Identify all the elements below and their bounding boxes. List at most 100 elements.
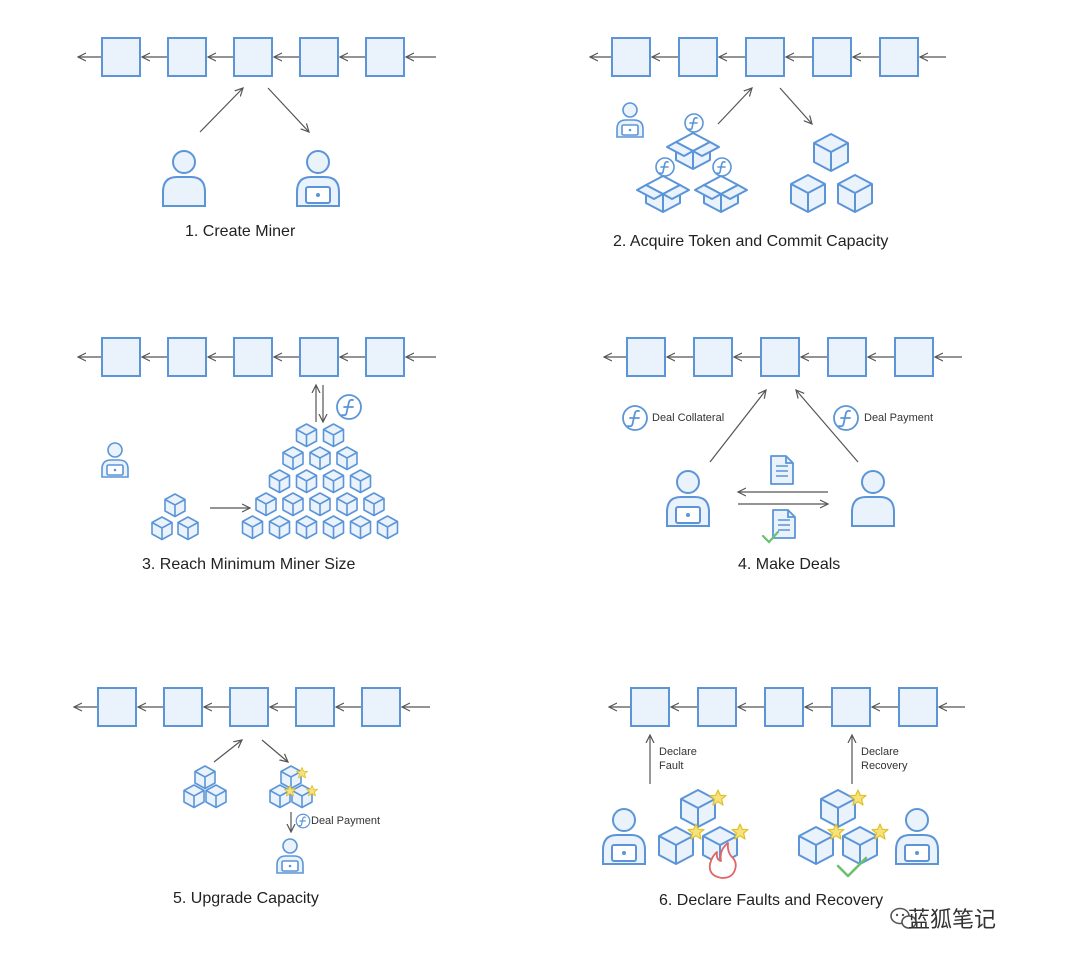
miner-laptop-icon [296,150,340,207]
blockchain-block-icon [879,37,919,77]
blockchain-block-icon [760,337,800,377]
blockchain-block-icon [365,37,405,77]
panel-5 [183,740,319,874]
arrow-up [213,740,242,763]
blockchain-block-icon [611,37,651,77]
storage-box-icon [336,492,358,517]
wechat-icon [890,907,917,929]
blockchain-block-icon [745,37,785,77]
deal-collateral-label: Deal Collateral [652,412,725,424]
storage-box-icon [322,469,345,494]
declare-recovery-label-line2: Recovery [861,760,908,772]
panel-3 [101,385,399,541]
storage-box-icon [241,515,264,540]
blockchain-block-icon [101,37,141,77]
declare-recovery-label-line1: Declare [861,746,899,758]
storage-box-icon [268,469,291,494]
declare-fault-label-line2: Fault [659,760,684,772]
storage-box-icon [151,516,173,541]
check-icon [761,530,780,544]
storage-box-icon [322,515,345,540]
miner-laptop-icon [666,470,710,527]
storage-box-icon [798,826,834,865]
storage-box-icon [177,516,199,541]
declare-fault-label-line1: Declare [659,746,697,758]
document-icon [770,455,794,485]
panel-1 [162,88,340,207]
blockchain-block-icon [630,687,670,727]
blockchain-block-icon [898,687,938,727]
filecoin-token-icon [295,813,311,829]
storage-box-icon [164,493,186,518]
cube-pyramid [241,423,399,540]
storage-box-icon [349,515,372,540]
filecoin-token-icon [833,405,859,431]
blockchain-block-icon [365,337,405,377]
filecoin-token-icon [684,113,704,133]
blockchain-block-icon [831,687,871,727]
storage-box-icon [309,446,331,471]
arrow-up [796,390,859,463]
watermark: 蓝狐笔记 [908,908,997,933]
storage-box-icon [295,469,318,494]
deal-payment-label: Deal Payment [864,412,934,424]
arrow-up [717,88,752,125]
storage-box-icon [658,826,694,865]
step-4-title: 4. Make Deals [738,556,841,573]
storage-box-icon [295,423,318,448]
blockchain-block-icon [295,687,335,727]
step-2-title: 2. Acquire Token and Commit Capacity [613,233,889,250]
blockchain-block-icon [233,37,273,77]
storage-box-icon [183,784,205,809]
filecoin-token-icon [712,157,732,177]
miner-laptop-icon [895,808,939,865]
blockchain-block-icon [167,37,207,77]
blockchain-block-icon [693,337,733,377]
storage-box-icon [280,765,302,790]
check-icon [836,856,868,878]
person-icon [851,470,895,527]
storage-box-icon [269,784,291,809]
storage-box-icon [842,826,878,865]
blockchain-block-icon [167,337,207,377]
filecoin-token-icon [655,157,675,177]
blockchain-block-icon [101,337,141,377]
storage-box-icon [376,515,399,540]
arrow-down [779,87,812,124]
storage-box-icon [837,174,873,213]
storage-box-icon [336,446,358,471]
blockchain-block-icon [812,37,852,77]
blockchain-block-icon [626,337,666,377]
person-icon [162,150,206,207]
miner-laptop-icon [602,808,646,865]
storage-box-icon [295,515,318,540]
storage-box-icon [268,515,291,540]
step-1-title: 1. Create Miner [185,223,296,240]
blockchain-block-icon [827,337,867,377]
blockchain-block-icon [299,337,339,377]
blockchain-block-icon [163,687,203,727]
storage-box-icon [694,175,748,213]
blockchain-block-icon [764,687,804,727]
blockchain-block-icon [299,37,339,77]
blockchain-block-icon [678,37,718,77]
storage-box-icon [636,175,690,213]
storage-box-icon [790,174,826,213]
blockchain-block-icon [361,687,401,727]
storage-box-icon [363,492,385,517]
blockchain-block-icon [97,687,137,727]
storage-box-icon [666,132,720,170]
arrow-up [199,88,243,133]
storage-box-icon [349,469,372,494]
filecoin-token-icon [622,405,648,431]
deal-payment-label: Deal Payment [311,815,381,827]
storage-box-icon [813,133,849,172]
storage-box-icon [291,784,313,809]
storage-box-icon [205,784,227,809]
storage-box-icon [194,765,216,790]
panel-4 [622,390,895,544]
filecoin-token-icon [336,394,362,420]
step-6-title: 6. Declare Faults and Recovery [659,892,884,909]
fire-icon [708,842,737,879]
